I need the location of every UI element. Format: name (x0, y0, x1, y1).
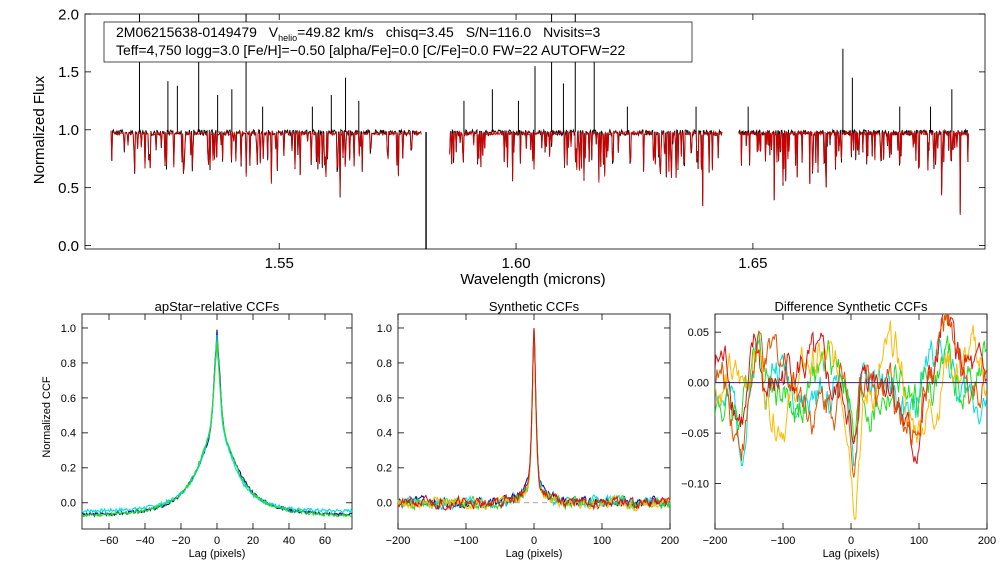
apstar-ccf-ytick-label: 0.0 (61, 498, 76, 510)
apstar-ccf-x-axis-label: Lag (pixels) (189, 548, 246, 560)
apstar-ccf-plot-area: −60 −40 −20 0 20 40 60 0.0 0.2 0.4 0.6 0.8 1.0 (61, 313, 353, 547)
synthetic-ccf-ytick-label: 0.6 (377, 393, 392, 405)
synthetic-ccf-ytick-label: 0.4 (377, 428, 392, 440)
difference-ccf-x-axis-label: Lag (pixels) (823, 548, 880, 560)
chisq-value: chisq=3.45 (386, 24, 454, 40)
difference-ccf-series-5 (715, 314, 987, 478)
spectrum-xtick-label: 1.55 (265, 255, 294, 272)
observed-spectrum-chip-2 (449, 128, 723, 207)
apstar-ccf-xtick-label: −40 (136, 535, 155, 547)
spectrum-x-axis-label: Wavelength (microns) (460, 271, 605, 288)
vhelio-subscript: helio (278, 33, 297, 43)
apstar-ccf-xtick-label: 0 (214, 535, 220, 547)
annotation-line-1: 2M06215638-0149479 Vhelio=49.82 km/s chi… (116, 24, 601, 43)
difference-ccf-xtick-label: 200 (978, 535, 996, 547)
apstar-ccf-ytick-label: 0.8 (61, 358, 76, 370)
difference-ccf-panel: Difference Synthetic CCFs −200 −100 0 100 20… (681, 299, 996, 560)
apstar-ccf-series-1 (81, 329, 353, 518)
apstar-ccf-ytick-label: 1.0 (61, 323, 76, 335)
synthetic-ccf-xtick-label: 100 (593, 535, 611, 547)
synthetic-ccf-xtick-label: 0 (531, 535, 537, 547)
difference-ccf-title: Difference Synthetic CCFs (775, 299, 928, 314)
spectrum-frame (84, 13, 986, 250)
apstar-ccf-xtick-label: 40 (283, 535, 295, 547)
difference-ccf-xtick-label: −200 (703, 535, 728, 547)
spectrum-xtick-label: 1.60 (501, 255, 530, 272)
vhelio-value: =49.82 km/s (297, 24, 374, 40)
difference-ccf-ytick-label: 0.05 (688, 327, 709, 339)
synthetic-ccf-ytick-label: 0.0 (377, 498, 392, 510)
apstar-ccf-title: apStar−relative CCFs (155, 299, 280, 314)
spectrum-ytick-label: 1.5 (58, 64, 79, 81)
spectrum-ytick-label: 2.0 (58, 6, 79, 23)
apstar-ccf-xtick-label: −60 (100, 535, 119, 547)
synthetic-ccf-ytick-label: 0.8 (377, 358, 392, 370)
difference-ccf-xtick-label: −100 (771, 535, 796, 547)
apstar-ccf-xtick-label: 20 (247, 535, 259, 547)
nvisits-value: Nvisits=3 (543, 24, 600, 40)
apstar-ccf-ytick-label: 0.6 (61, 393, 76, 405)
annotation-box-frame (103, 21, 693, 63)
difference-ccf-ytick-label: −0.05 (681, 428, 709, 440)
difference-ccf-plot-area: −200 −100 0 100 200 −0.10 −0.05 0.00 0.05 (681, 313, 996, 547)
apstar-ccf-panel: apStar−relative CCFs −60 −40 −20 0 20 40 60 0.0… (41, 299, 353, 560)
model-spectrum-chip-2 (449, 129, 723, 207)
synthetic-ccf-plot-area: −200 −100 0 100 200 0.0 0.2 0.4 0.6 0.8 1.0 (377, 313, 679, 547)
spectrum-ytick-label: 0.5 (58, 180, 79, 197)
spectrum-ytick-label: 0.0 (58, 238, 79, 255)
apstar-ccf-y-axis-label: Normalized CCF (41, 376, 53, 458)
difference-ccf-ytick-label: 0.00 (688, 377, 709, 389)
spectrum-panel: 1.55 1.60 1.65 0.0 0.5 1.0 1.5 2.0 2M06215638-0… (31, 6, 986, 288)
vhelio-label: V (269, 24, 279, 40)
model-spectrum-chip-3 (738, 130, 969, 216)
apstar-ccf-xtick-label: −20 (172, 535, 191, 547)
difference-ccf-ytick-label: −0.10 (681, 478, 709, 490)
synthetic-ccf-series-2 (397, 327, 671, 511)
synthetic-ccf-series-5 (397, 327, 671, 511)
difference-traces (715, 314, 987, 521)
spectrum-y-axis-label: Normalized Flux (31, 75, 48, 184)
difference-ccf-xtick-label: 100 (910, 535, 928, 547)
synthetic-ccf-series-3 (397, 327, 671, 511)
synthetic-ccf-xtick-label: 200 (661, 535, 679, 547)
synthetic-ccf-x-axis-label: Lag (pixels) (506, 548, 563, 560)
snr-value: S/N=116.0 (466, 24, 532, 40)
synthetic-ccf-xtick-label: −200 (386, 535, 411, 547)
spectrum-xtick-label: 1.65 (738, 255, 767, 272)
apstar-ccf-ytick-label: 0.4 (61, 428, 76, 440)
model-spectrum-chip-1 (110, 129, 422, 195)
spectrum-annotation-box: 2M06215638-0149479 Vhelio=49.82 km/s chi… (103, 21, 693, 63)
star-id: 2M06215638-0149479 (116, 24, 257, 40)
apstar-ccf-series-3 (81, 340, 353, 518)
difference-ccf-series-2 (715, 331, 987, 443)
observed-spectrum-chip-1 (110, 128, 422, 198)
difference-ccf-xtick-label: 0 (848, 535, 854, 547)
synthetic-ccf-series-1 (397, 327, 671, 511)
synthetic-ccf-ytick-label: 0.2 (377, 463, 392, 475)
apstar-ccf-ytick-label: 0.2 (61, 463, 76, 475)
apstar-ccf-xtick-label: 60 (319, 535, 331, 547)
synthetic-ccf-xtick-label: −100 (454, 535, 479, 547)
difference-ccf-series-3 (715, 320, 987, 521)
synthetic-ccf-ytick-label: 1.0 (377, 323, 392, 335)
spectrum-ytick-label: 1.0 (58, 122, 79, 139)
stellar-parameters: Teff=4,750 logg=3.0 [Fe/H]=−0.50 [alpha/… (116, 42, 625, 58)
apstar-ccf-series-2 (81, 334, 353, 514)
synthetic-ccf-title: Synthetic CCFs (489, 299, 580, 314)
synthetic-ccf-series-4 (397, 327, 671, 512)
synthetic-ccf-panel: Synthetic CCFs −200 −100 0 100 200 0.0 0.2 0.4 0… (377, 299, 679, 560)
